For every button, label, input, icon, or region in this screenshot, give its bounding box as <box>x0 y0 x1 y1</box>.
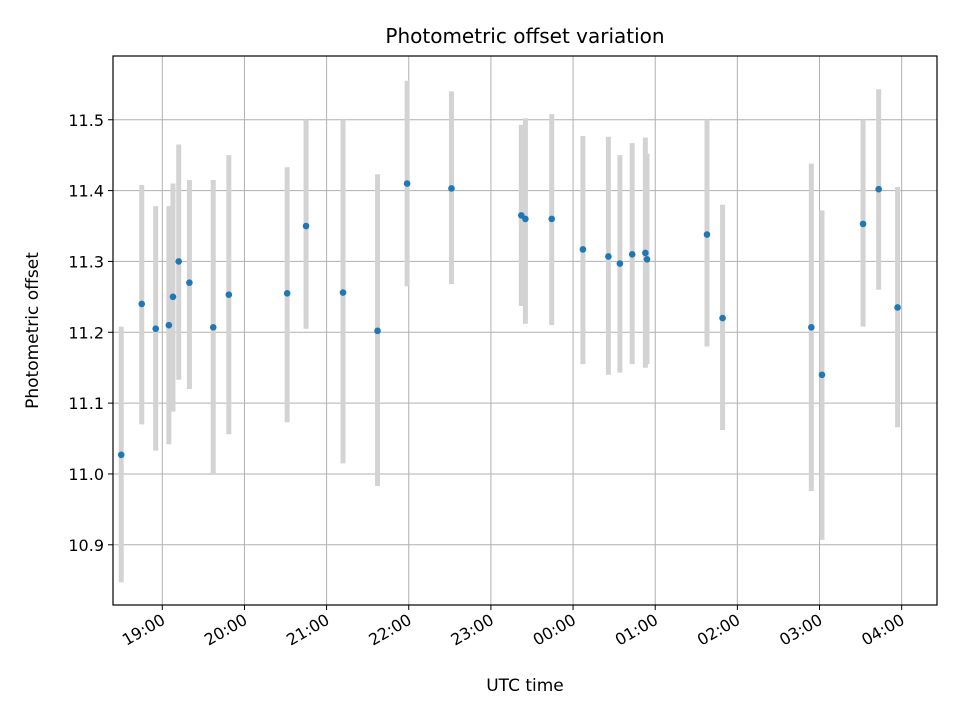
y-tick-label: 11.1 <box>68 394 104 413</box>
data-point <box>719 314 726 322</box>
y-tick-label: 11.2 <box>68 323 104 342</box>
data-point <box>209 324 217 331</box>
data-point <box>808 324 815 331</box>
data-point <box>403 180 411 187</box>
data-point <box>643 256 651 263</box>
y-tick-label: 11.5 <box>68 111 104 130</box>
data-point <box>302 222 310 230</box>
data-point <box>117 451 125 459</box>
data-point <box>703 231 711 238</box>
data-point <box>152 325 160 333</box>
data-point <box>283 290 291 297</box>
data-point <box>522 215 529 223</box>
data-point <box>642 249 649 257</box>
data-point <box>448 185 455 192</box>
x-axis-title: UTC time <box>486 676 564 696</box>
y-axis-ticks: 10.9 11.0 11.1 11.2 11.3 11.4 11.5 <box>68 111 113 555</box>
data-point <box>894 304 901 311</box>
data-point <box>818 371 826 379</box>
data-point <box>339 289 347 296</box>
y-tick-label: 11.0 <box>68 465 104 484</box>
y-tick-label: 11.4 <box>68 182 104 201</box>
data-point <box>859 220 867 228</box>
y-tick-label: 11.3 <box>68 252 104 271</box>
data-point <box>225 291 233 299</box>
data-point <box>165 321 173 329</box>
data-point <box>175 258 183 265</box>
data-point <box>548 215 555 223</box>
data-point <box>605 253 612 260</box>
data-point <box>186 279 193 286</box>
data-point <box>138 300 146 308</box>
data-point <box>169 293 177 301</box>
data-point <box>579 246 587 253</box>
data-point <box>616 260 624 267</box>
data-points <box>117 180 901 459</box>
data-point <box>628 251 636 258</box>
chart-title: Photometric offset variation <box>385 24 664 48</box>
data-point <box>875 185 882 193</box>
y-tick-label: 10.9 <box>68 536 104 555</box>
y-axis-title: Photometric offset <box>23 252 43 409</box>
plot-area-frame <box>112 55 938 606</box>
data-point <box>374 327 381 335</box>
